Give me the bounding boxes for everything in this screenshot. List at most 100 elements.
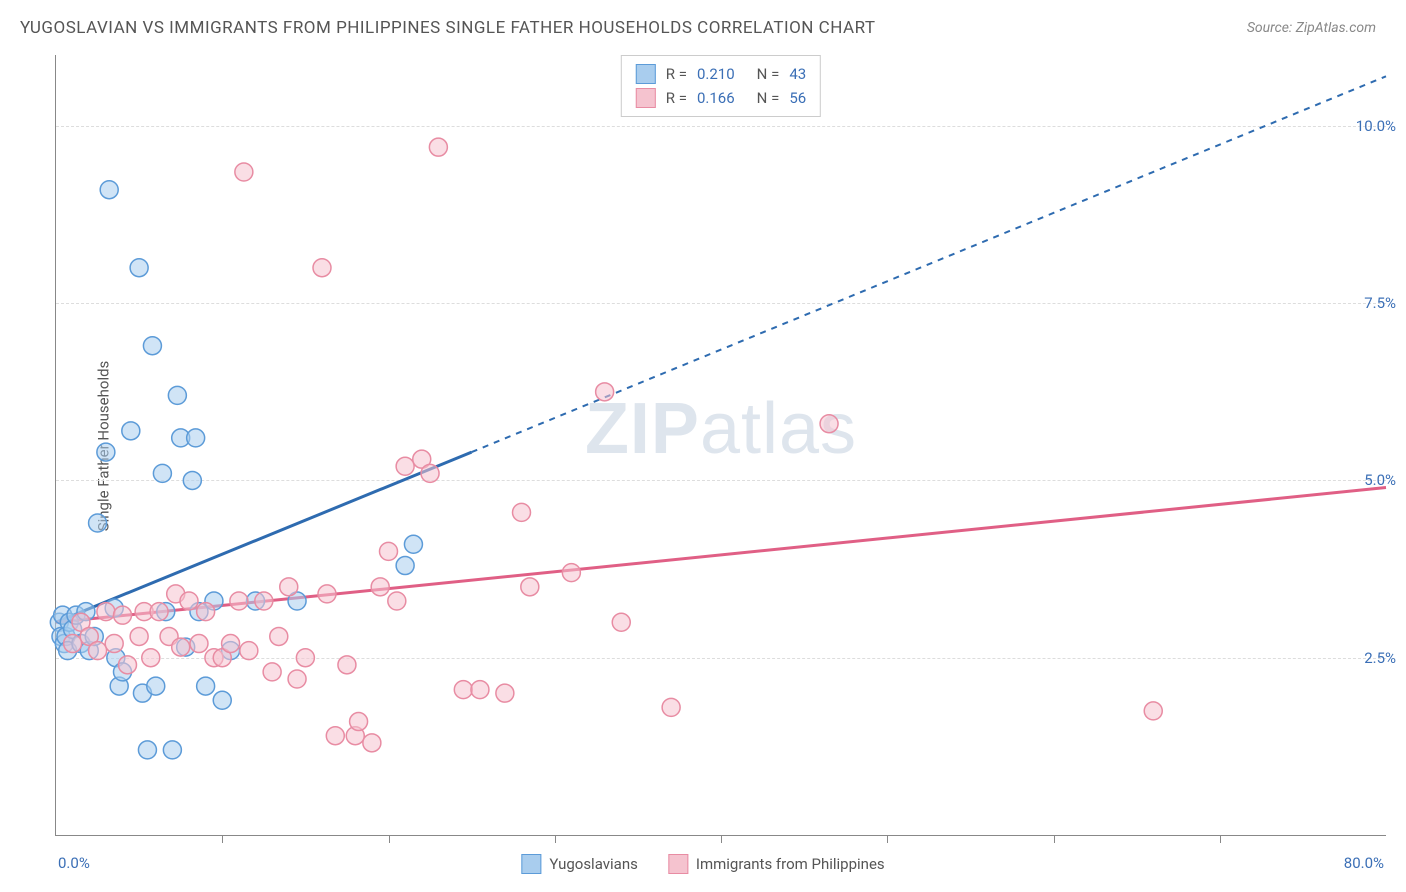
x-minor-tick <box>222 835 223 843</box>
data-point <box>235 163 253 181</box>
legend-item: Yugoslavians <box>521 854 638 874</box>
data-point <box>89 642 107 660</box>
data-point <box>89 514 107 532</box>
data-point <box>142 649 160 667</box>
data-point <box>662 698 680 716</box>
data-point <box>213 691 231 709</box>
data-point <box>187 429 205 447</box>
data-point <box>197 603 215 621</box>
data-point <box>421 464 439 482</box>
data-point <box>168 386 186 404</box>
data-point <box>296 649 314 667</box>
data-point <box>280 578 298 596</box>
data-point <box>122 422 140 440</box>
stats-row: R = 0.166 N = 56 <box>636 86 806 110</box>
data-point <box>326 727 344 745</box>
data-point <box>1144 702 1162 720</box>
data-point <box>118 656 136 674</box>
data-point <box>496 684 514 702</box>
data-point <box>114 606 132 624</box>
stat-r-label: R = <box>666 86 687 110</box>
data-point <box>153 464 171 482</box>
data-point <box>371 578 389 596</box>
stats-row: R = 0.210 N = 43 <box>636 62 806 86</box>
stat-n-value: 43 <box>789 62 806 86</box>
data-point <box>180 592 198 610</box>
data-point <box>313 259 331 277</box>
x-minor-tick <box>721 835 722 843</box>
data-point <box>183 471 201 489</box>
data-point <box>147 677 165 695</box>
chart-title: YUGOSLAVIAN VS IMMIGRANTS FROM PHILIPPIN… <box>20 18 876 38</box>
data-point <box>64 635 82 653</box>
data-point <box>130 627 148 645</box>
x-tick-max: 80.0% <box>1344 854 1384 872</box>
data-point <box>197 677 215 695</box>
legend-label: Yugoslavians <box>549 855 638 873</box>
x-tick-min: 0.0% <box>58 854 90 872</box>
data-point <box>454 681 472 699</box>
stat-n-label: N = <box>757 86 780 110</box>
data-point <box>130 259 148 277</box>
x-minor-tick <box>389 835 390 843</box>
series-legend: Yugoslavians Immigrants from Philippines <box>521 854 884 874</box>
y-tick-label: 10.0% <box>1356 117 1396 135</box>
x-minor-tick <box>887 835 888 843</box>
data-point <box>143 337 161 355</box>
data-point <box>396 457 414 475</box>
data-point <box>596 383 614 401</box>
stat-r-value: 0.166 <box>697 86 735 110</box>
data-point <box>150 603 168 621</box>
legend-swatch <box>668 854 688 874</box>
data-point <box>105 635 123 653</box>
data-point <box>388 592 406 610</box>
data-point <box>380 542 398 560</box>
legend-swatch <box>636 88 656 108</box>
chart-container: YUGOSLAVIAN VS IMMIGRANTS FROM PHILIPPIN… <box>0 0 1406 892</box>
data-point <box>513 503 531 521</box>
data-point <box>190 635 208 653</box>
data-point <box>396 557 414 575</box>
y-tick-label: 5.0% <box>1364 471 1396 489</box>
data-point <box>612 613 630 631</box>
source-attribution: Source: ZipAtlas.com <box>1247 20 1376 36</box>
stat-r-value: 0.210 <box>697 62 735 86</box>
data-point <box>429 138 447 156</box>
data-point <box>263 663 281 681</box>
data-point <box>138 741 156 759</box>
scatter-svg <box>56 55 1386 835</box>
y-tick-label: 2.5% <box>1364 649 1396 667</box>
data-point <box>172 638 190 656</box>
data-point <box>521 578 539 596</box>
x-minor-tick <box>555 835 556 843</box>
data-point <box>363 734 381 752</box>
data-point <box>230 592 248 610</box>
data-point <box>255 592 273 610</box>
x-minor-tick <box>1220 835 1221 843</box>
legend-label: Immigrants from Philippines <box>696 855 885 873</box>
data-point <box>288 670 306 688</box>
data-point <box>222 635 240 653</box>
data-point <box>240 642 258 660</box>
stat-r-label: R = <box>666 62 687 86</box>
data-point <box>163 741 181 759</box>
data-point <box>97 603 115 621</box>
legend-swatch <box>636 64 656 84</box>
stat-n-label: N = <box>757 62 780 86</box>
data-point <box>471 681 489 699</box>
data-point <box>270 627 288 645</box>
data-point <box>404 535 422 553</box>
legend-item: Immigrants from Philippines <box>668 854 885 874</box>
data-point <box>338 656 356 674</box>
data-point <box>97 443 115 461</box>
data-point <box>350 713 368 731</box>
legend-swatch <box>521 854 541 874</box>
plot-area: ZIPatlas R = 0.210N = 43R = 0.166N = 56 <box>55 55 1386 836</box>
y-tick-label: 7.5% <box>1364 294 1396 312</box>
stat-n-value: 56 <box>789 86 806 110</box>
data-point <box>100 181 118 199</box>
x-minor-tick <box>1054 835 1055 843</box>
stats-legend: R = 0.210 N = 43 R = 0.166 N = 56 <box>621 55 821 117</box>
data-point <box>318 585 336 603</box>
data-point <box>562 564 580 582</box>
